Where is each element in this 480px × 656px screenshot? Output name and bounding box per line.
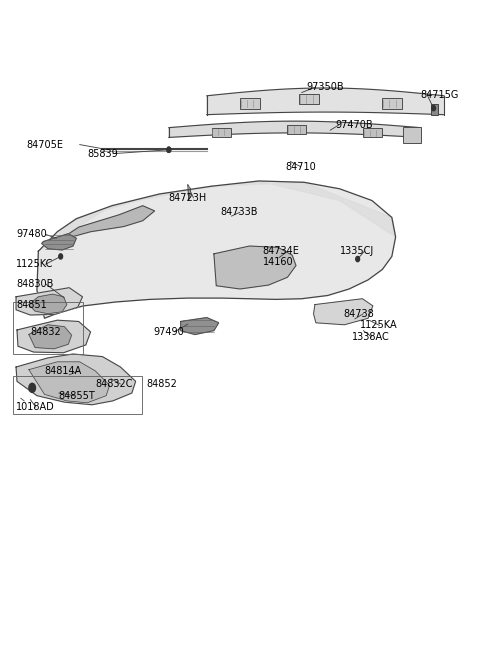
Polygon shape <box>50 206 155 246</box>
Bar <box>431 104 438 115</box>
Text: 84832C: 84832C <box>96 379 133 389</box>
Text: 84723H: 84723H <box>169 193 207 203</box>
Circle shape <box>59 254 62 259</box>
Polygon shape <box>37 181 396 318</box>
Circle shape <box>29 383 36 392</box>
Text: 84705E: 84705E <box>26 140 63 150</box>
Text: 97480: 97480 <box>16 230 47 239</box>
Circle shape <box>167 147 171 152</box>
Text: 14160: 14160 <box>263 256 293 266</box>
Text: 1338AC: 1338AC <box>352 332 390 342</box>
Text: 1125KC: 1125KC <box>16 259 53 269</box>
Polygon shape <box>42 234 76 250</box>
Text: 1125KA: 1125KA <box>360 320 397 331</box>
Polygon shape <box>38 181 396 251</box>
Circle shape <box>167 147 171 152</box>
Bar <box>288 125 306 134</box>
Text: 1018AD: 1018AD <box>16 402 55 413</box>
Polygon shape <box>16 354 136 405</box>
Polygon shape <box>29 294 67 314</box>
Text: 84710: 84710 <box>285 161 316 172</box>
Text: 84715G: 84715G <box>420 90 459 100</box>
Bar <box>13 302 84 354</box>
Polygon shape <box>16 288 83 315</box>
Text: 97490: 97490 <box>154 327 184 337</box>
Text: 84738: 84738 <box>343 309 374 319</box>
Bar <box>403 127 421 142</box>
Circle shape <box>432 106 435 111</box>
Polygon shape <box>29 362 109 403</box>
Text: 84734E: 84734E <box>263 246 300 256</box>
Text: 97470B: 97470B <box>335 120 372 130</box>
Polygon shape <box>29 325 72 349</box>
Bar <box>240 98 260 109</box>
Bar <box>300 94 319 104</box>
Polygon shape <box>17 320 91 353</box>
Text: 84830B: 84830B <box>16 279 53 289</box>
Bar <box>212 128 230 136</box>
Bar <box>363 129 383 137</box>
Text: 85839: 85839 <box>87 149 118 159</box>
Polygon shape <box>207 88 444 115</box>
Polygon shape <box>180 318 219 335</box>
Text: 84733B: 84733B <box>220 207 258 217</box>
Polygon shape <box>169 121 420 137</box>
Bar <box>13 376 142 414</box>
Text: 84855T: 84855T <box>59 390 96 401</box>
Text: 84851: 84851 <box>16 300 47 310</box>
Polygon shape <box>214 246 296 289</box>
Text: 84814A: 84814A <box>45 366 82 376</box>
Polygon shape <box>313 298 373 325</box>
Bar <box>383 98 402 109</box>
Text: 84832: 84832 <box>30 327 61 337</box>
Text: 1335CJ: 1335CJ <box>340 246 374 256</box>
Text: 84852: 84852 <box>146 379 177 389</box>
Text: 97350B: 97350B <box>306 83 344 92</box>
Circle shape <box>356 256 360 262</box>
